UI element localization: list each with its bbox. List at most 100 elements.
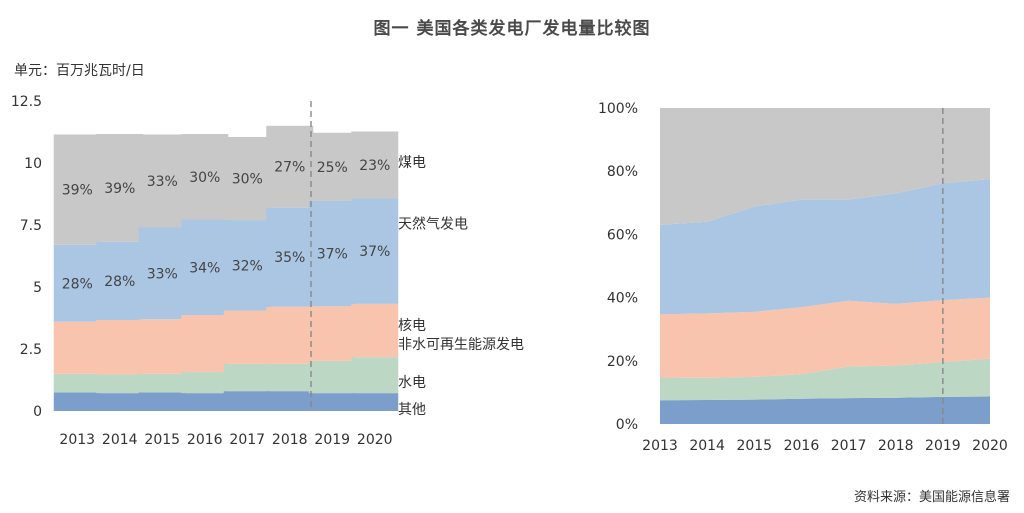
y-tick-label: 10 xyxy=(24,156,42,172)
y-tick-label: 2.5 xyxy=(20,342,42,358)
bar-segment-other xyxy=(308,393,356,411)
data-label: 39% xyxy=(62,183,93,199)
source-note: 资料来源：美国能源信息署 xyxy=(853,490,1010,505)
area-series-nuclear xyxy=(660,297,990,378)
y-tick-label: 40% xyxy=(607,291,638,307)
y-tick-label: 80% xyxy=(607,164,638,180)
bar-segment-nuclear xyxy=(53,321,101,374)
bar-segment-coal xyxy=(53,134,101,245)
bar-segment-coal xyxy=(96,133,144,242)
area-series-hydro xyxy=(660,358,990,401)
bar-segment-hydro xyxy=(138,373,186,393)
x-tick-label: 2017 xyxy=(831,438,867,454)
bar-segment-gas xyxy=(96,241,144,320)
bar-segment-coal xyxy=(138,134,186,228)
bar-segment-other xyxy=(266,391,314,411)
bar-segment-hydro xyxy=(53,373,101,393)
y-tick-label: 7.5 xyxy=(20,218,42,234)
bar-segment-gas xyxy=(351,198,399,304)
data-label: 32% xyxy=(232,258,263,274)
chart-title: 图一 美国各类发电厂发电量比较图 xyxy=(373,19,651,39)
x-tick-label: 2014 xyxy=(689,438,725,454)
data-label: 30% xyxy=(232,172,263,188)
legend-label: 非水可再生能源发电 xyxy=(398,337,524,353)
x-tick-label: 2015 xyxy=(144,432,180,448)
area-series-coal xyxy=(660,108,990,225)
bar-segment-hydro xyxy=(266,363,314,392)
x-tick-label: 2018 xyxy=(272,432,308,448)
bar-segment-nuclear xyxy=(138,319,186,374)
legend-label: 水电 xyxy=(398,375,426,391)
bar-segment-gas xyxy=(138,227,186,320)
bar-segment-coal xyxy=(351,131,399,199)
data-label: 34% xyxy=(189,260,220,276)
y-tick-label: 60% xyxy=(607,227,638,243)
x-tick-label: 2014 xyxy=(102,432,138,448)
area-series-other xyxy=(660,396,990,424)
x-tick-label: 2020 xyxy=(972,438,1008,454)
y-tick-label: 100% xyxy=(598,101,638,117)
bar-segment-coal xyxy=(308,132,356,201)
bar-segment-hydro xyxy=(96,374,144,394)
bar-segment-other xyxy=(138,392,186,411)
x-tick-label: 2019 xyxy=(925,438,961,454)
bar-segment-coal xyxy=(266,125,314,208)
x-tick-label: 2016 xyxy=(187,432,223,448)
legend-label: 核电 xyxy=(398,318,426,334)
x-tick-label: 2018 xyxy=(878,438,914,454)
data-label: 33% xyxy=(147,266,178,282)
data-label: 37% xyxy=(359,244,390,260)
data-label: 28% xyxy=(104,274,135,290)
bar-segment-other xyxy=(223,391,271,411)
x-tick-label: 2013 xyxy=(642,438,678,454)
x-tick-label: 2016 xyxy=(784,438,820,454)
y-tick-label: 20% xyxy=(607,354,638,370)
x-tick-label: 2017 xyxy=(229,432,265,448)
bar-segment-hydro xyxy=(223,363,271,392)
bar-segment-other xyxy=(181,393,229,411)
data-label: 33% xyxy=(147,174,178,190)
legend-label: 煤电 xyxy=(398,155,426,171)
bar-segment-hydro xyxy=(351,357,399,394)
bar-segment-gas xyxy=(223,220,271,311)
y-tick-label: 0 xyxy=(33,404,42,420)
x-tick-label: 2015 xyxy=(736,438,772,454)
data-label: 30% xyxy=(189,170,220,186)
bar-segment-coal xyxy=(181,133,229,220)
y-tick-label: 5 xyxy=(33,280,42,296)
bar-segment-gas xyxy=(266,207,314,307)
legend-label: 其他 xyxy=(398,402,426,418)
bar-segment-gas xyxy=(181,219,229,316)
bar-segment-coal xyxy=(223,136,271,221)
area-series-gas xyxy=(660,179,990,315)
bar-segment-other xyxy=(96,393,144,411)
y-tick-label: 0% xyxy=(616,417,638,433)
bar-segment-gas xyxy=(53,244,101,322)
bar-segment-nuclear xyxy=(181,315,229,373)
data-label: 39% xyxy=(104,181,135,197)
bar-segment-gas xyxy=(308,200,356,307)
bar-segment-nuclear xyxy=(266,306,314,364)
legend-label: 天然气发电 xyxy=(398,215,468,232)
x-tick-label: 2013 xyxy=(59,432,95,448)
x-tick-label: 2020 xyxy=(357,432,393,448)
data-label: 25% xyxy=(317,160,348,176)
data-label: 35% xyxy=(274,250,305,266)
y-tick-label: 12.5 xyxy=(11,94,42,110)
bar-segment-other xyxy=(53,392,101,411)
bar-segment-nuclear xyxy=(351,303,399,358)
data-label: 28% xyxy=(62,276,93,292)
data-label: 23% xyxy=(359,158,390,174)
bar-segment-nuclear xyxy=(96,319,144,375)
bar-segment-hydro xyxy=(181,372,229,394)
data-label: 37% xyxy=(317,247,348,263)
y-axis-unit-label: 单元：百万兆瓦时/日 xyxy=(14,63,145,79)
data-label: 27% xyxy=(274,160,305,176)
bar-segment-nuclear xyxy=(223,310,271,364)
bar-segment-hydro xyxy=(308,360,356,394)
bar-segment-nuclear xyxy=(308,306,356,361)
bar-segment-other xyxy=(351,393,399,411)
x-tick-label: 2019 xyxy=(314,432,350,448)
